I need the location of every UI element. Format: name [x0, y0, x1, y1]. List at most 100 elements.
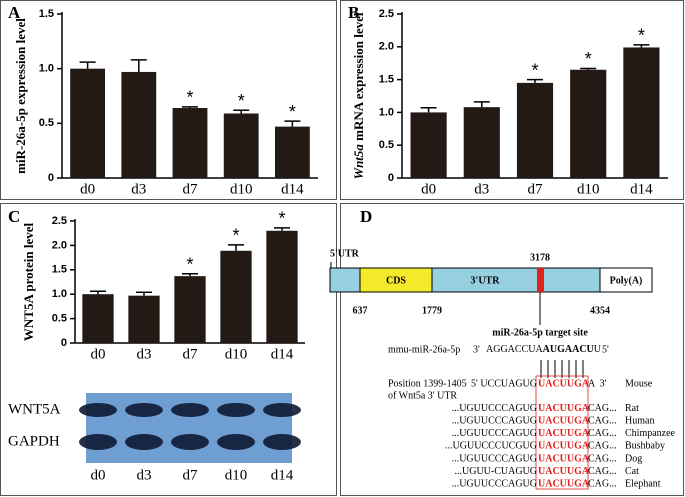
species-seed: UACUUGA — [538, 428, 590, 439]
error-bar — [228, 244, 244, 251]
species-suffix: A 3' — [588, 378, 607, 389]
bar — [220, 250, 252, 343]
chart: C 0 0.5 1.0 1.5 2.0 2.5 WNT5A protein level d0 d3… — [8, 207, 305, 483]
blot-band — [125, 403, 163, 417]
panel-letter: B — [348, 3, 359, 22]
mirna-seq: AGGACCUAAUGAACUU — [486, 344, 602, 355]
pairing-lines — [540, 360, 584, 378]
mirna-name: mmu-miR-26a-5p — [388, 344, 460, 355]
significance: * — [186, 88, 193, 108]
y-tick-label: 1.0 — [379, 106, 394, 118]
error-bar — [182, 272, 198, 277]
mirna-seq-part: AUGAACU — [543, 344, 594, 355]
x-tick-label: d3 — [137, 346, 152, 362]
panel-border — [340, 203, 684, 496]
species-name: Human — [625, 415, 654, 426]
species-suffix: CAG... — [588, 466, 617, 477]
seed-box — [535, 375, 589, 490]
y-tick-label: 0 — [388, 172, 394, 184]
bar — [174, 276, 206, 343]
error-bar — [182, 106, 198, 109]
species-suffix: CAG... — [588, 415, 617, 426]
x-tick-label: d7 — [183, 346, 199, 362]
y-axis-label: WNT5A protein level — [21, 223, 36, 342]
species-suffix: CAG... — [588, 453, 617, 464]
blot-band — [217, 434, 255, 450]
significance: * — [585, 49, 592, 69]
blot-band — [79, 434, 117, 450]
position-note: Position 1399-1405 — [388, 378, 467, 389]
blot-band — [125, 434, 163, 450]
x-tick-label: d10 — [230, 181, 253, 197]
chart: B 0 0.5 1.0 1.5 2.0 2.5 Wnt5a mRNA expression l… — [348, 3, 668, 197]
y-tick-label: 0.5 — [379, 139, 394, 151]
species-seed: UACUUGA — [538, 466, 590, 477]
error-bar — [420, 107, 437, 113]
lane-label: d3 — [137, 467, 152, 483]
mirna-seq-part: U — [594, 344, 602, 355]
position-label: 1779 — [422, 305, 442, 316]
species-seed: UACUUGA — [538, 378, 590, 389]
species-suffix: CAG... — [588, 403, 617, 414]
bar — [70, 68, 106, 178]
panel-border — [0, 0, 337, 200]
x-tick-label: d7 — [183, 181, 199, 197]
blot-band — [263, 403, 301, 417]
x-tick-label: d14 — [630, 181, 653, 197]
lane-label: d10 — [225, 467, 248, 483]
blot-band — [79, 403, 117, 417]
error-bar — [473, 101, 490, 108]
error-bar — [233, 109, 250, 114]
species-seed: UACUUGA — [538, 453, 590, 464]
region-label: CDS — [386, 275, 406, 286]
polya-box — [599, 267, 653, 293]
significance: * — [186, 254, 193, 274]
blot-row-label: GAPDH — [8, 433, 60, 449]
error-bar — [90, 290, 106, 295]
x-tick-label: d14 — [271, 346, 294, 362]
species-seed: UACUUGA — [538, 415, 590, 426]
panel-border — [0, 203, 337, 496]
species-seed: UACUUGA — [538, 403, 590, 414]
region-label: 5'UTR — [330, 248, 360, 259]
species-prefix: ...UGUUCCCUCGUG — [445, 441, 537, 452]
chart: A 0 0.5 1.0 1.5 miR-26a-5p expression level d0… — [8, 3, 318, 197]
bar — [463, 107, 500, 178]
site-label: miR-26a-5p target site — [492, 327, 588, 338]
panel-border — [340, 0, 684, 200]
y-tick-label: 0 — [61, 337, 67, 349]
error-bar — [79, 61, 96, 69]
target-diagram: D 5'UTR CDS 3'UTR Poly(A) 637 1779 3178 … — [329, 207, 676, 490]
cds-box — [359, 267, 433, 293]
significance: * — [289, 102, 296, 122]
blot-row-label: WNT5A — [8, 401, 61, 417]
x-tick-label: d14 — [281, 181, 304, 197]
bar — [274, 126, 310, 178]
species-suffix: CAG... — [588, 428, 617, 439]
y-axis-label-part: Wnt5a — [351, 144, 366, 180]
position-label: 3178 — [530, 252, 550, 263]
error-bar — [633, 44, 650, 48]
y-tick-label: 1.0 — [52, 288, 67, 300]
y-tick-label: 0 — [48, 172, 54, 184]
y-tick-label: 1.5 — [52, 264, 67, 276]
blot-band — [171, 403, 209, 417]
species-name: Dog — [625, 453, 642, 464]
mirna-end: 5' — [602, 344, 609, 355]
error-bar — [284, 120, 301, 127]
y-tick-label: 2.0 — [379, 41, 394, 53]
x-tick-label: d7 — [528, 181, 544, 197]
blot-band — [171, 434, 209, 450]
species-seed: UACUUGA — [538, 478, 590, 489]
species-prefix: ...UGUUCCCAGUG — [452, 478, 537, 489]
region-label: 3'UTR — [471, 275, 501, 286]
bar — [121, 71, 157, 178]
y-axis-label: miR-26a-5p expression level — [13, 18, 28, 174]
species-prefix: ...UGUUCCCAGUG — [452, 415, 537, 426]
x-tick-label: d10 — [225, 346, 248, 362]
species-prefix: ...UGUUCCCAGUG — [452, 428, 537, 439]
error-bar — [580, 67, 597, 70]
significance: * — [238, 91, 245, 111]
position-label: 4354 — [590, 305, 610, 316]
